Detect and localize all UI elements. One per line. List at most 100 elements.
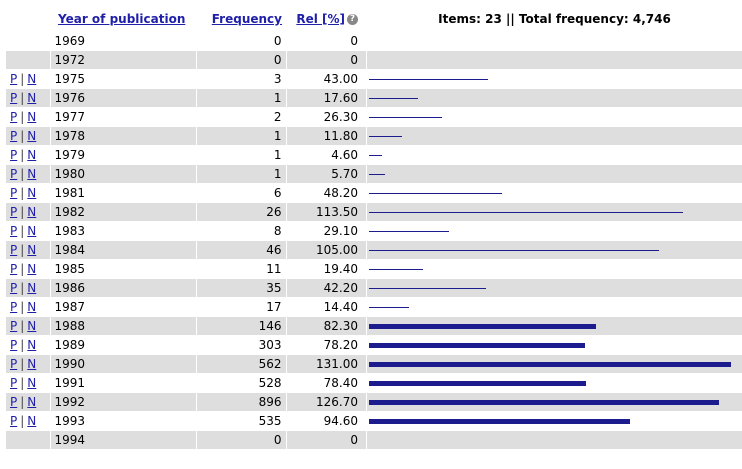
row-frequency: 0 [196,51,286,70]
summary-text: Items: 23 || Total frequency: 4,746 [367,7,742,32]
row-bar-cell [367,412,742,431]
positive-filter-link[interactable]: P [10,224,17,238]
frequency-bar [369,79,488,80]
positive-filter-link[interactable]: P [10,129,17,143]
row-year: 1981 [50,184,196,203]
positive-filter-link[interactable]: P [10,243,17,257]
row-frequency: 35 [196,279,286,298]
negative-filter-link[interactable]: N [27,91,36,105]
negative-filter-link[interactable]: N [27,148,36,162]
link-separator: | [20,205,24,219]
row-frequency: 1 [196,127,286,146]
bar-wrap [367,355,742,373]
positive-filter-link[interactable]: P [10,205,17,219]
positive-filter-link[interactable]: P [10,300,17,314]
row-links: P|N [6,298,50,317]
negative-filter-link[interactable]: N [27,414,36,428]
row-rel: 26.30 [286,108,367,127]
negative-filter-link[interactable]: N [27,300,36,314]
row-rel: 105.00 [286,241,367,260]
frequency-bar [369,212,683,213]
row-bar-cell [367,222,742,241]
negative-filter-link[interactable]: N [27,357,36,371]
row-rel: 5.70 [286,165,367,184]
bar-wrap [367,89,742,107]
negative-filter-link[interactable]: N [27,224,36,238]
bar-wrap [367,374,742,392]
row-bar-cell [367,317,742,336]
row-bar-cell [367,108,742,127]
negative-filter-link[interactable]: N [27,186,36,200]
positive-filter-link[interactable]: P [10,319,17,333]
row-frequency: 562 [196,355,286,374]
link-separator: | [20,243,24,257]
row-rel: 42.20 [286,279,367,298]
link-separator: | [20,186,24,200]
negative-filter-link[interactable]: N [27,395,36,409]
negative-filter-link[interactable]: N [27,129,36,143]
frequency-bar [369,136,402,137]
positive-filter-link[interactable]: P [10,281,17,295]
row-bar-cell [367,374,742,393]
row-year: 1972 [50,51,196,70]
row-year: 1984 [50,241,196,260]
bar-wrap [367,336,742,354]
positive-filter-link[interactable]: P [10,148,17,162]
frequency-bar [369,250,659,251]
row-bar-cell [367,260,742,279]
help-icon[interactable]: ? [347,14,358,25]
link-separator: | [20,167,24,181]
row-year: 1969 [50,32,196,51]
positive-filter-link[interactable]: P [10,91,17,105]
bar-wrap [367,260,742,278]
sort-rel-link[interactable]: Rel [%] [296,12,345,26]
frequency-bar [369,400,719,405]
row-rel: 17.60 [286,89,367,108]
positive-filter-link[interactable]: P [10,376,17,390]
frequency-bar [369,324,596,329]
bar-wrap [367,51,742,69]
positive-filter-link[interactable]: P [10,167,17,181]
positive-filter-link[interactable]: P [10,395,17,409]
row-year: 1977 [50,108,196,127]
positive-filter-link[interactable]: P [10,110,17,124]
positive-filter-link[interactable]: P [10,262,17,276]
row-bar-cell [367,89,742,108]
link-separator: | [20,300,24,314]
header-links-spacer [6,7,50,32]
row-links: P|N [6,374,50,393]
negative-filter-link[interactable]: N [27,376,36,390]
sort-frequency-link[interactable]: Frequency [212,12,282,26]
row-links: P|N [6,184,50,203]
negative-filter-link[interactable]: N [27,262,36,276]
row-bar-cell [367,127,742,146]
positive-filter-link[interactable]: P [10,357,17,371]
link-separator: | [20,338,24,352]
link-separator: | [20,376,24,390]
negative-filter-link[interactable]: N [27,110,36,124]
row-bar-cell [367,241,742,260]
row-frequency: 1 [196,89,286,108]
row-frequency: 2 [196,108,286,127]
positive-filter-link[interactable]: P [10,338,17,352]
row-rel: 78.40 [286,374,367,393]
row-links: P|N [6,241,50,260]
bar-wrap [367,108,742,126]
positive-filter-link[interactable]: P [10,186,17,200]
negative-filter-link[interactable]: N [27,205,36,219]
positive-filter-link[interactable]: P [10,414,17,428]
negative-filter-link[interactable]: N [27,281,36,295]
negative-filter-link[interactable]: N [27,167,36,181]
negative-filter-link[interactable]: N [27,243,36,257]
negative-filter-link[interactable]: N [27,319,36,333]
negative-filter-link[interactable]: N [27,338,36,352]
positive-filter-link[interactable]: P [10,72,17,86]
sort-year-link[interactable]: Year of publication [58,12,185,26]
row-year: 1993 [50,412,196,431]
negative-filter-link[interactable]: N [27,72,36,86]
